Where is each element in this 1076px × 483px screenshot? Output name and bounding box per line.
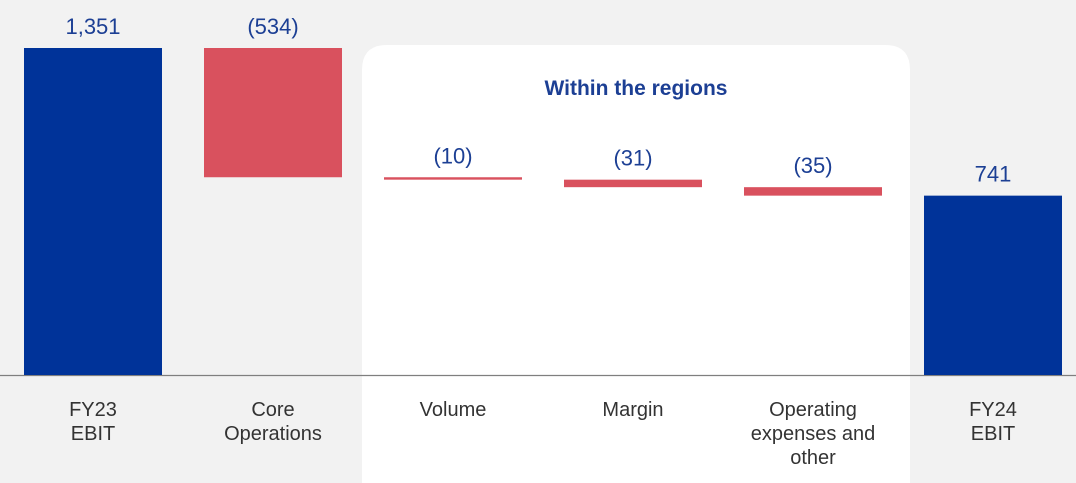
x-tick-label: Margin [602,399,663,421]
bar [924,195,1062,375]
x-tick-label: expenses and [751,423,876,445]
x-tick-label: Operating [769,399,857,421]
x-tick-label: Volume [420,399,487,421]
x-tick-label: Operations [224,423,322,445]
x-tick-label: EBIT [71,423,115,445]
region-panel [362,45,910,483]
value-label: (10) [433,143,472,168]
x-tick-label: other [790,447,836,469]
annotation: Within the regions [545,77,728,100]
bar [24,48,162,375]
x-tick-label: EBIT [971,423,1015,445]
value-label: 1,351 [65,14,120,39]
bar [384,177,522,180]
value-label: (31) [613,146,652,171]
value-label: (534) [247,14,298,39]
bar [744,187,882,196]
bar [564,179,702,188]
x-tick-label: FY24 [969,399,1017,421]
value-label: (35) [793,153,832,178]
bar [204,48,342,178]
x-tick-label: FY23 [69,399,117,421]
x-tick-label: Core [251,399,294,421]
value-label: 741 [975,162,1012,187]
